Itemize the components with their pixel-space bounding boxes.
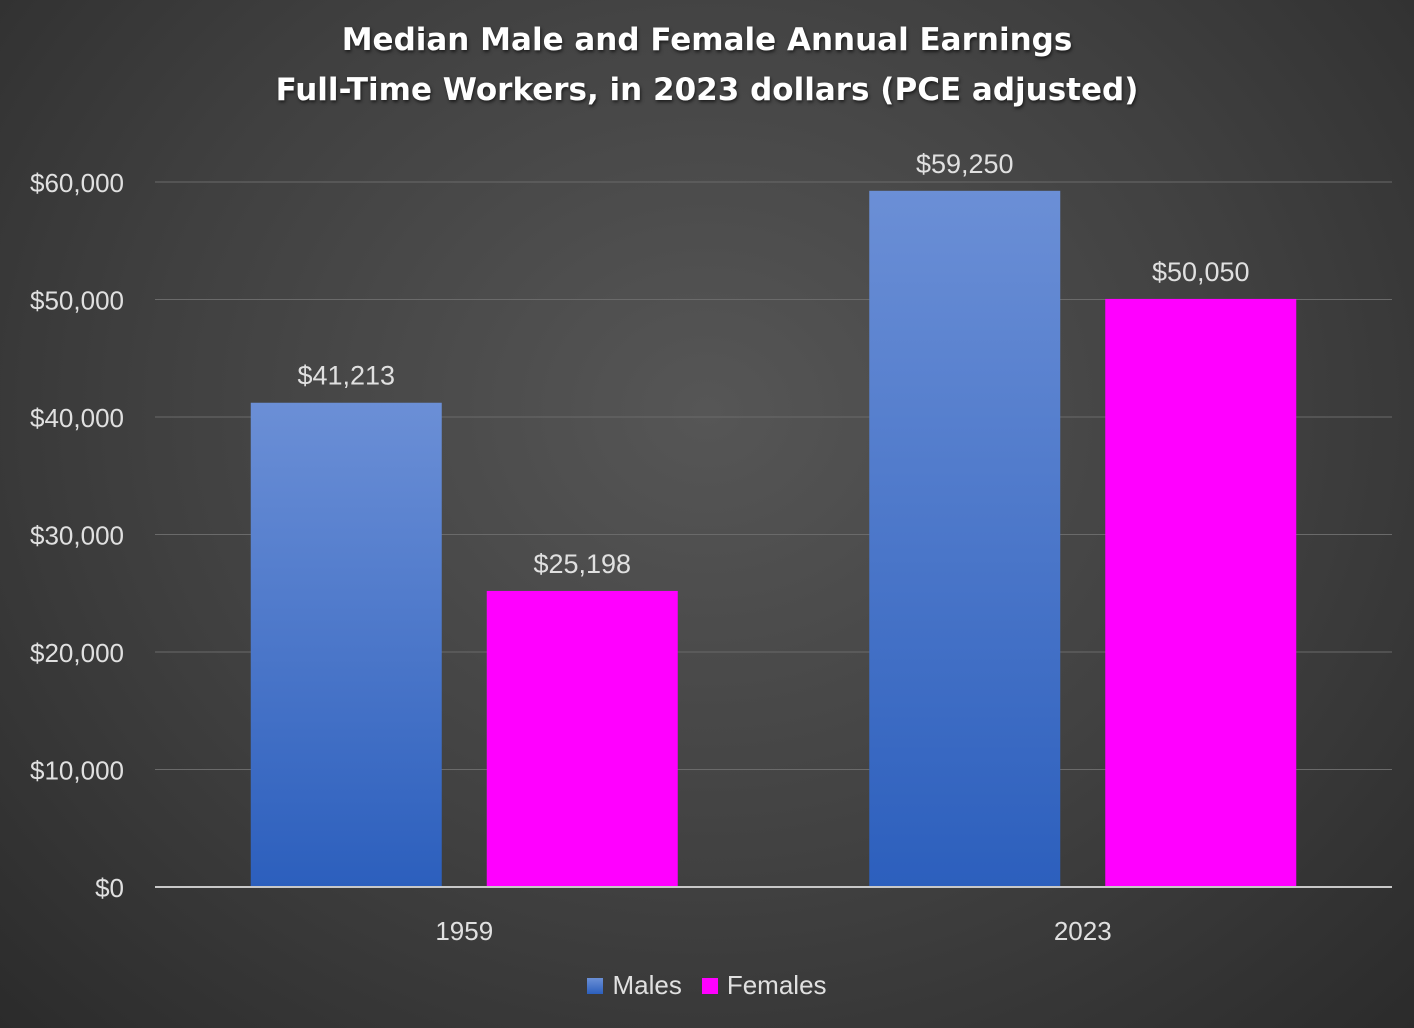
x-tick-label: 2023 <box>1054 916 1112 946</box>
y-tick-label: $30,000 <box>30 521 124 551</box>
bars <box>250 190 1297 888</box>
bar-males-1959 <box>250 402 442 887</box>
y-tick-label: $60,000 <box>30 168 124 198</box>
x-axis-ticks: 1959 2023 <box>435 916 1111 946</box>
legend-swatch-males <box>587 977 604 994</box>
legend-label-females: Females <box>726 970 827 1000</box>
bar-males-2023 <box>869 190 1061 887</box>
y-tick-label: $40,000 <box>30 403 124 433</box>
y-tick-label: $50,000 <box>30 286 124 316</box>
y-tick-label: $20,000 <box>30 638 124 668</box>
chart-title: Median Male and Female Annual Earnings <box>341 22 1073 58</box>
data-label: $59,250 <box>916 149 1014 179</box>
legend: Males Females <box>0 970 1414 1001</box>
y-tick-label: $10,000 <box>30 756 124 786</box>
legend-swatch-females <box>701 977 718 994</box>
chart-subtitle: Full-Time Workers, in 2023 dollars (PCE … <box>275 72 1139 108</box>
data-labels: $41,213 $25,198 $59,250 $50,050 <box>297 149 1249 579</box>
data-label: $41,213 <box>297 361 395 391</box>
data-label: $25,198 <box>533 549 631 579</box>
bar-females-2023 <box>1105 298 1297 888</box>
legend-label-males: Males <box>612 970 682 1000</box>
legend-item-males: Males <box>587 970 682 1001</box>
y-axis-ticks: $0 $10,000 $20,000 $30,000 $40,000 $50,000 $60… <box>30 168 124 903</box>
x-tick-label: 1959 <box>435 916 493 946</box>
data-label: $50,050 <box>1152 257 1250 287</box>
y-tick-label: $0 <box>95 873 124 903</box>
bar-females-1959 <box>486 590 678 887</box>
legend-item-females: Females <box>701 970 827 1001</box>
